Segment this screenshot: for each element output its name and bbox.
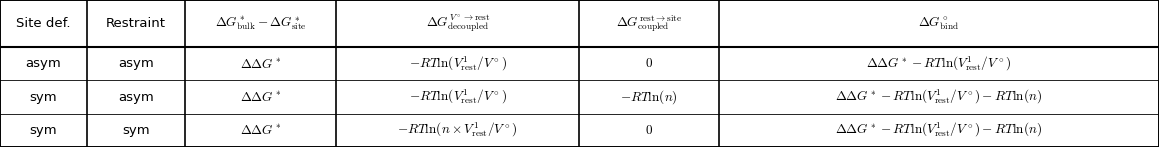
- Text: $0$: $0$: [646, 124, 653, 137]
- Text: $0$: $0$: [646, 57, 653, 70]
- Text: $\Delta G^*_\mathrm{bulk} - \Delta G^*_\mathrm{site}$: $\Delta G^*_\mathrm{bulk} - \Delta G^*_\…: [214, 15, 307, 32]
- Text: $\Delta\Delta G^*$: $\Delta\Delta G^*$: [240, 57, 282, 71]
- Text: $\Delta\Delta G^* - RT\ln(V^\mathrm{1}_\mathrm{rest}/V^\circ) - RT\ln(n)$: $\Delta\Delta G^* - RT\ln(V^\mathrm{1}_\…: [836, 121, 1042, 139]
- Text: sym: sym: [123, 124, 150, 137]
- Text: $\Delta G^\circ_\mathrm{bind}$: $\Delta G^\circ_\mathrm{bind}$: [918, 15, 960, 32]
- Text: $\Delta G^{\mathrm{rest} \to \mathrm{site}}_\mathrm{coupled}$: $\Delta G^{\mathrm{rest} \to \mathrm{sit…: [615, 13, 683, 34]
- Text: Site def.: Site def.: [16, 17, 71, 30]
- Text: $\Delta\Delta G^*$: $\Delta\Delta G^*$: [240, 90, 282, 104]
- Text: $\Delta\Delta G^* - RT\ln(V^\mathrm{1}_\mathrm{rest}/V^\circ)$: $\Delta\Delta G^* - RT\ln(V^\mathrm{1}_\…: [866, 55, 1012, 73]
- Text: $\Delta\Delta G^*$: $\Delta\Delta G^*$: [240, 123, 282, 137]
- Text: $\Delta\Delta G^* - RT\ln(V^\mathrm{1}_\mathrm{rest}/V^\circ) - RT\ln(n)$: $\Delta\Delta G^* - RT\ln(V^\mathrm{1}_\…: [836, 88, 1042, 106]
- Text: sym: sym: [30, 91, 57, 103]
- Text: asym: asym: [118, 91, 154, 103]
- Text: sym: sym: [30, 124, 57, 137]
- Text: $-RT\ln(V^\mathrm{1}_\mathrm{rest}/V^\circ)$: $-RT\ln(V^\mathrm{1}_\mathrm{rest}/V^\ci…: [409, 88, 506, 106]
- Text: Restraint: Restraint: [107, 17, 166, 30]
- Text: $-RT\ln(n)$: $-RT\ln(n)$: [620, 88, 678, 106]
- Text: $-RT\ln(n \times V^\mathrm{1}_\mathrm{rest}/V^\circ)$: $-RT\ln(n \times V^\mathrm{1}_\mathrm{re…: [398, 121, 518, 139]
- Text: $-RT\ln(V^\mathrm{1}_\mathrm{rest}/V^\circ)$: $-RT\ln(V^\mathrm{1}_\mathrm{rest}/V^\ci…: [409, 55, 506, 73]
- Text: asym: asym: [118, 57, 154, 70]
- Text: $\Delta G^{V^\circ \to \mathrm{rest}}_\mathrm{decoupled}$: $\Delta G^{V^\circ \to \mathrm{rest}}_\m…: [425, 13, 490, 34]
- Text: asym: asym: [25, 57, 61, 70]
